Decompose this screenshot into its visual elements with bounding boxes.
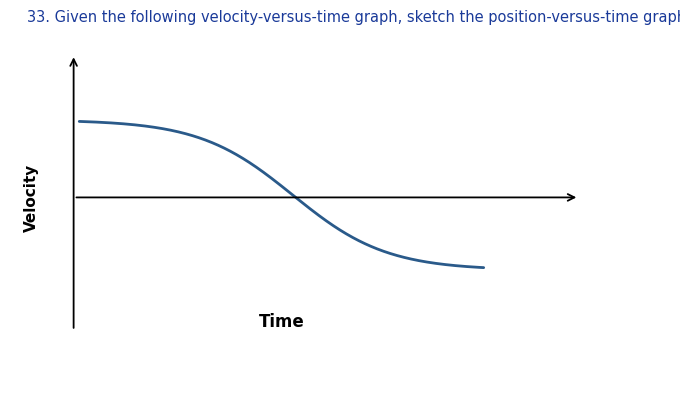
Text: Velocity: Velocity — [24, 163, 39, 231]
Text: 33. Given the following velocity-versus-time graph, sketch the position-versus-t: 33. Given the following velocity-versus-… — [27, 10, 680, 25]
Text: Time: Time — [258, 313, 305, 331]
